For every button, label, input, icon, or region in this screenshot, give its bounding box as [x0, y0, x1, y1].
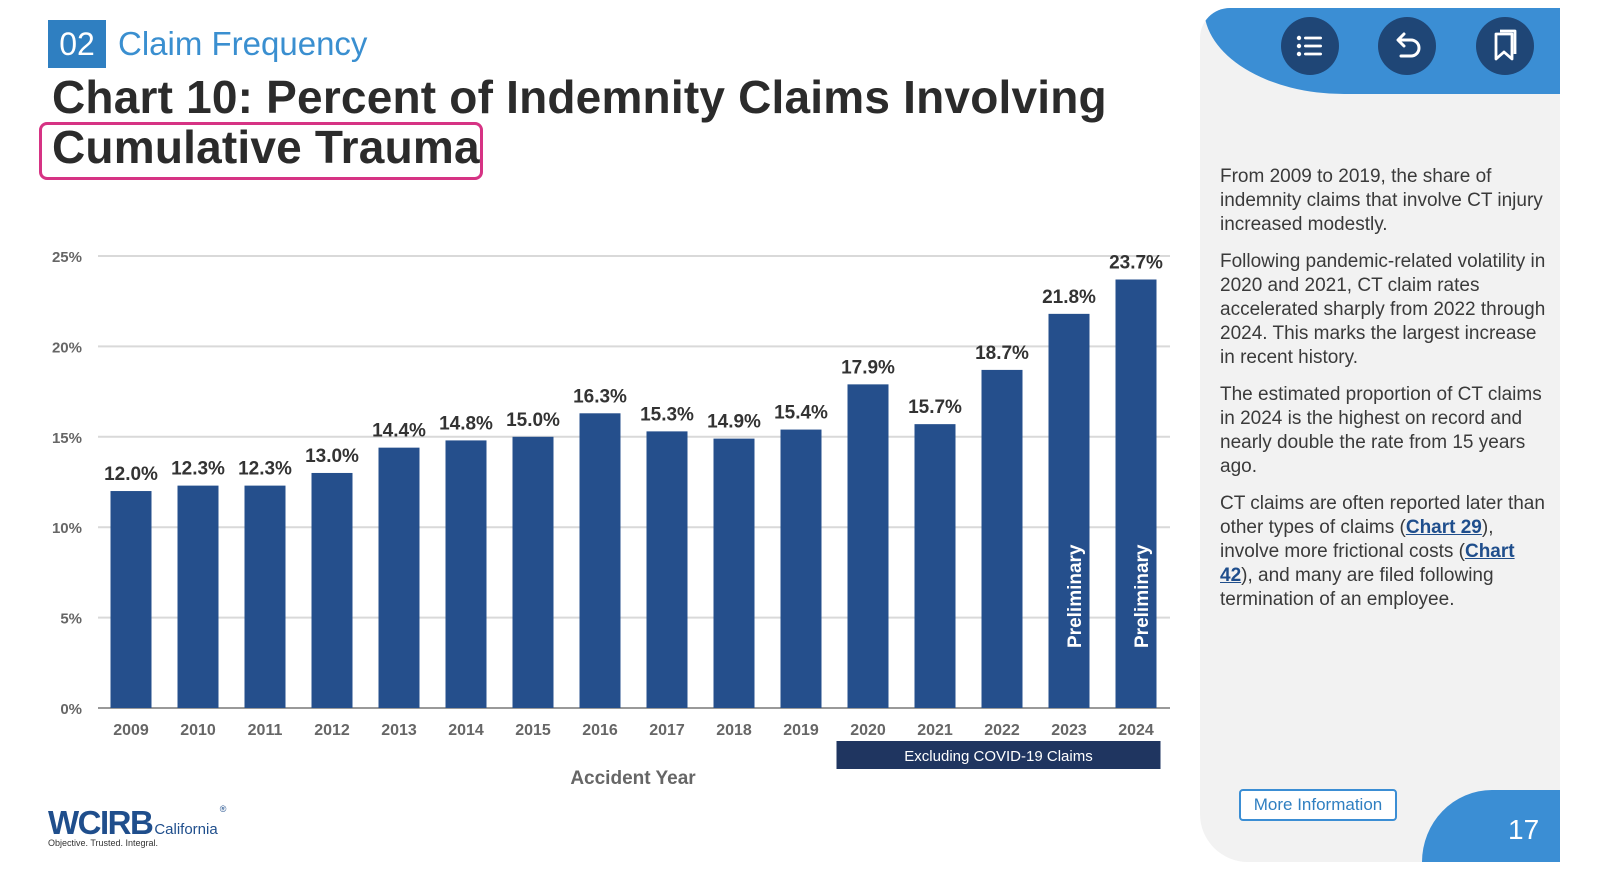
- data-label: 18.7%: [975, 343, 1029, 364]
- data-label: 14.9%: [707, 412, 761, 433]
- commentary-text-segment: ), involve more frictional costs (: [1220, 517, 1494, 562]
- bar: [244, 485, 286, 708]
- data-label: 12.3%: [238, 459, 292, 480]
- x-tick-label: 2015: [515, 722, 551, 739]
- x-tick-label: 2013: [381, 722, 417, 739]
- data-label: 13.0%: [305, 446, 359, 467]
- x-tick-label: 2019: [783, 722, 819, 739]
- bookmark-icon: [1494, 29, 1517, 61]
- x-tick-label: 2014: [448, 722, 484, 739]
- commentary-text-segment: ), and many are filed following terminat…: [1220, 565, 1494, 610]
- data-label: 15.3%: [640, 404, 694, 425]
- bar: [981, 369, 1023, 708]
- y-tick-label: 20%: [52, 339, 82, 356]
- logo-wordmark: WCIRB: [48, 804, 154, 841]
- menu-button[interactable]: [1281, 17, 1339, 75]
- y-tick-label: 10%: [52, 520, 82, 537]
- data-label: 14.4%: [372, 421, 426, 442]
- commentary-text: From 2009 to 2019, the share of indemnit…: [1220, 165, 1550, 625]
- chart-29-link[interactable]: Chart 29: [1405, 517, 1482, 538]
- x-tick-label: 2023: [1051, 722, 1087, 739]
- bar: [713, 438, 755, 708]
- data-label: 16.3%: [573, 386, 627, 407]
- page-number: 17: [1508, 814, 1540, 845]
- x-tick-label: 2017: [649, 722, 685, 739]
- chart-title: Chart 10: Percent of Indemnity Claims In…: [52, 71, 1107, 173]
- logo-trademark: ®: [219, 804, 227, 814]
- x-tick-label: 2018: [716, 722, 752, 739]
- x-tick-label: 2021: [917, 722, 953, 739]
- bar: [378, 447, 420, 708]
- bar-chart: 0% 5% 10% 15% 20% 25% 12.0% 2009 12.3% 2010 12.3% 2…: [52, 249, 1170, 769]
- data-label: 15.4%: [774, 403, 828, 424]
- page-number-shape: [1422, 790, 1560, 862]
- commentary-paragraph: From 2009 to 2019, the share of indemnit…: [1220, 166, 1543, 235]
- data-label: 12.0%: [104, 464, 158, 485]
- title-highlight-box: [39, 122, 483, 180]
- covid-exclusion-label: Excluding COVID-19 Claims: [904, 748, 1092, 765]
- data-label: 15.0%: [506, 410, 560, 431]
- more-information-button[interactable]: More Information: [1239, 789, 1397, 821]
- section-title: Claim Frequency: [118, 25, 368, 62]
- data-label: 14.8%: [439, 413, 493, 434]
- y-tick-label: 25%: [52, 249, 82, 266]
- bar: [1115, 279, 1157, 708]
- y-tick-label: 0%: [60, 701, 82, 718]
- logo-suffix: California: [154, 821, 218, 838]
- bar: [847, 384, 889, 708]
- data-label: 17.9%: [841, 357, 895, 378]
- commentary-paragraph: CT claims are often reported later than …: [1220, 492, 1550, 612]
- logo-tagline: Objective. Trusted. Integral.: [48, 838, 159, 848]
- x-tick-label: 2012: [314, 722, 350, 739]
- bar: [177, 485, 219, 708]
- bar: [512, 436, 554, 708]
- back-arrow-icon: [1396, 32, 1421, 58]
- x-tick-label: 2009: [113, 722, 149, 739]
- x-tick-label: 2024: [1118, 722, 1154, 739]
- x-tick-label: 2022: [984, 722, 1020, 739]
- data-label: 15.7%: [908, 397, 962, 418]
- bar: [445, 440, 487, 708]
- commentary-paragraph: The estimated proportion of CT claims in…: [1220, 384, 1542, 477]
- list-icon: [1296, 35, 1322, 57]
- preliminary-label: Preliminary: [1132, 544, 1153, 648]
- x-tick-label: 2016: [582, 722, 618, 739]
- section-number: 02: [48, 20, 106, 68]
- data-label: 12.3%: [171, 459, 225, 480]
- x-axis-title: Accident Year: [570, 768, 696, 789]
- bar: [780, 429, 822, 708]
- x-tick-label: 2020: [850, 722, 886, 739]
- y-tick-label: 5%: [60, 611, 82, 628]
- bar: [1048, 313, 1090, 708]
- chart-42-link[interactable]: Chart 42: [1220, 541, 1515, 586]
- commentary-paragraph: Following pandemic-related volatility in…: [1220, 251, 1546, 368]
- section-header: 02 Claim Frequency: [48, 20, 367, 68]
- bar: [579, 413, 621, 708]
- bar: [646, 431, 688, 708]
- preliminary-label: Preliminary: [1065, 544, 1086, 648]
- bar: [914, 424, 956, 708]
- wcirb-logo: WCIRB California® Objective. Trusted. Int…: [48, 804, 226, 848]
- data-label: 21.8%: [1042, 287, 1096, 308]
- x-tick-label: 2010: [180, 722, 216, 739]
- covid-exclusion-banner: [836, 741, 1161, 769]
- side-panel: From 2009 to 2019, the share of indemnit…: [1200, 8, 1560, 862]
- back-button[interactable]: [1378, 17, 1436, 75]
- bookmark-button[interactable]: [1476, 17, 1534, 75]
- bar: [110, 491, 152, 708]
- data-label: 23.7%: [1109, 253, 1163, 274]
- y-tick-label: 15%: [52, 430, 82, 447]
- bar: [311, 472, 353, 708]
- commentary-text-segment: CT claims are often reported later than …: [1220, 493, 1545, 538]
- x-tick-label: 2011: [248, 722, 283, 739]
